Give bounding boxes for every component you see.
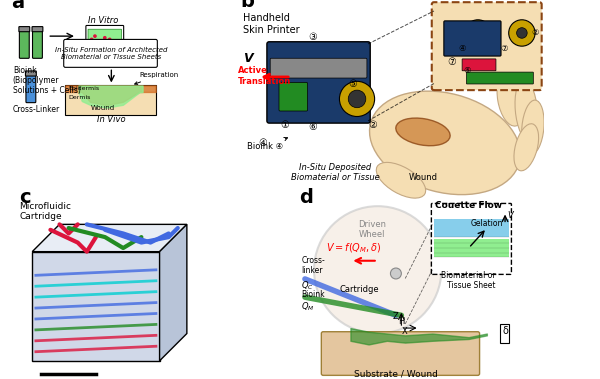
Circle shape bbox=[473, 28, 483, 38]
Text: Cross-Linker: Cross-Linker bbox=[13, 105, 60, 114]
Text: ⑤: ⑤ bbox=[463, 66, 470, 75]
Ellipse shape bbox=[396, 118, 450, 146]
Text: ⑥: ⑥ bbox=[308, 122, 317, 133]
Text: δ: δ bbox=[502, 326, 508, 335]
Circle shape bbox=[97, 40, 100, 42]
Circle shape bbox=[348, 90, 366, 108]
FancyBboxPatch shape bbox=[32, 27, 43, 32]
Circle shape bbox=[391, 268, 401, 279]
Polygon shape bbox=[32, 224, 187, 252]
Polygon shape bbox=[32, 252, 160, 361]
Polygon shape bbox=[160, 224, 187, 361]
Circle shape bbox=[314, 206, 442, 334]
FancyBboxPatch shape bbox=[65, 85, 155, 115]
FancyBboxPatch shape bbox=[86, 25, 124, 47]
Circle shape bbox=[340, 81, 374, 116]
Text: Wound: Wound bbox=[91, 105, 115, 111]
Text: a: a bbox=[11, 0, 24, 12]
Text: $V = f(Q_M, \delta)$: $V = f(Q_M, \delta)$ bbox=[326, 242, 382, 255]
FancyBboxPatch shape bbox=[434, 219, 509, 237]
Ellipse shape bbox=[376, 162, 425, 198]
FancyBboxPatch shape bbox=[444, 21, 501, 56]
Text: ②: ② bbox=[368, 120, 377, 130]
Text: c: c bbox=[19, 188, 31, 207]
Circle shape bbox=[465, 20, 491, 46]
FancyBboxPatch shape bbox=[25, 71, 36, 76]
Circle shape bbox=[91, 38, 93, 41]
Text: ⑦: ⑦ bbox=[500, 44, 508, 53]
FancyBboxPatch shape bbox=[434, 239, 509, 257]
Text: ②: ② bbox=[532, 28, 539, 38]
FancyBboxPatch shape bbox=[32, 30, 43, 58]
Text: d: d bbox=[299, 188, 313, 207]
Text: ⑦: ⑦ bbox=[447, 56, 456, 67]
Text: ④: ④ bbox=[459, 44, 466, 53]
FancyBboxPatch shape bbox=[267, 42, 370, 123]
Text: ⑤: ⑤ bbox=[348, 78, 357, 89]
Text: H: H bbox=[398, 318, 404, 326]
FancyBboxPatch shape bbox=[466, 72, 533, 84]
Text: ①: ① bbox=[280, 120, 289, 130]
FancyBboxPatch shape bbox=[88, 29, 122, 45]
Text: Bioink: Bioink bbox=[301, 290, 325, 299]
FancyBboxPatch shape bbox=[19, 30, 29, 58]
Text: Respiration: Respiration bbox=[134, 72, 179, 85]
Text: Handheld
Skin Printer: Handheld Skin Printer bbox=[243, 13, 299, 35]
Text: In Vitro: In Vitro bbox=[88, 16, 118, 25]
Text: Cross-
linker: Cross- linker bbox=[301, 256, 325, 276]
Bar bbox=[500, 324, 509, 343]
Text: Driven
Wheel: Driven Wheel bbox=[358, 220, 386, 239]
Text: V: V bbox=[243, 52, 253, 64]
Text: Substrate / Wound: Substrate / Wound bbox=[354, 369, 438, 378]
Ellipse shape bbox=[514, 124, 539, 171]
FancyBboxPatch shape bbox=[279, 83, 308, 111]
FancyBboxPatch shape bbox=[322, 332, 479, 375]
Circle shape bbox=[94, 35, 96, 37]
Ellipse shape bbox=[370, 91, 520, 195]
Text: Biomaterial or
Tissue Sheet: Biomaterial or Tissue Sheet bbox=[442, 271, 496, 290]
FancyBboxPatch shape bbox=[270, 58, 367, 78]
FancyBboxPatch shape bbox=[462, 59, 496, 71]
Text: Bioink
(Biopolymer
Solutions + Cells): Bioink (Biopolymer Solutions + Cells) bbox=[13, 66, 80, 96]
FancyBboxPatch shape bbox=[26, 75, 36, 103]
Text: Active
Translation: Active Translation bbox=[238, 66, 292, 86]
Text: ③: ③ bbox=[308, 32, 317, 42]
Text: X: X bbox=[402, 327, 408, 335]
FancyBboxPatch shape bbox=[19, 27, 30, 32]
FancyBboxPatch shape bbox=[431, 204, 511, 274]
FancyBboxPatch shape bbox=[432, 2, 542, 90]
Text: Cartridge: Cartridge bbox=[340, 285, 379, 294]
Ellipse shape bbox=[497, 72, 525, 126]
Text: Gelation: Gelation bbox=[471, 219, 503, 228]
Circle shape bbox=[104, 37, 106, 39]
Text: b: b bbox=[241, 0, 254, 11]
Text: Microfluidic
Cartridge: Microfluidic Cartridge bbox=[19, 202, 71, 221]
Text: Dermis: Dermis bbox=[68, 94, 91, 100]
Circle shape bbox=[509, 20, 535, 46]
Text: V: V bbox=[507, 211, 512, 220]
Text: $Q_C$: $Q_C$ bbox=[301, 279, 314, 291]
Ellipse shape bbox=[521, 100, 544, 155]
Text: In Vivo: In Vivo bbox=[97, 114, 125, 124]
Text: Bioink ④: Bioink ④ bbox=[247, 138, 287, 152]
FancyBboxPatch shape bbox=[64, 39, 157, 67]
Text: Wound: Wound bbox=[409, 173, 437, 182]
Text: Couette Flow: Couette Flow bbox=[435, 201, 502, 210]
Text: Z: Z bbox=[393, 312, 399, 321]
Text: $Q_M$: $Q_M$ bbox=[301, 301, 315, 313]
Text: In-Situ Formation of Architected
Biomaterial or Tissue Sheets: In-Situ Formation of Architected Biomate… bbox=[55, 47, 167, 60]
Circle shape bbox=[517, 28, 527, 38]
Text: ④: ④ bbox=[258, 138, 267, 148]
Text: In-Situ Deposited
Biomaterial or Tissue: In-Situ Deposited Biomaterial or Tissue bbox=[290, 163, 379, 182]
Text: Epidermis: Epidermis bbox=[68, 86, 100, 91]
Circle shape bbox=[109, 38, 111, 41]
Ellipse shape bbox=[515, 79, 538, 141]
